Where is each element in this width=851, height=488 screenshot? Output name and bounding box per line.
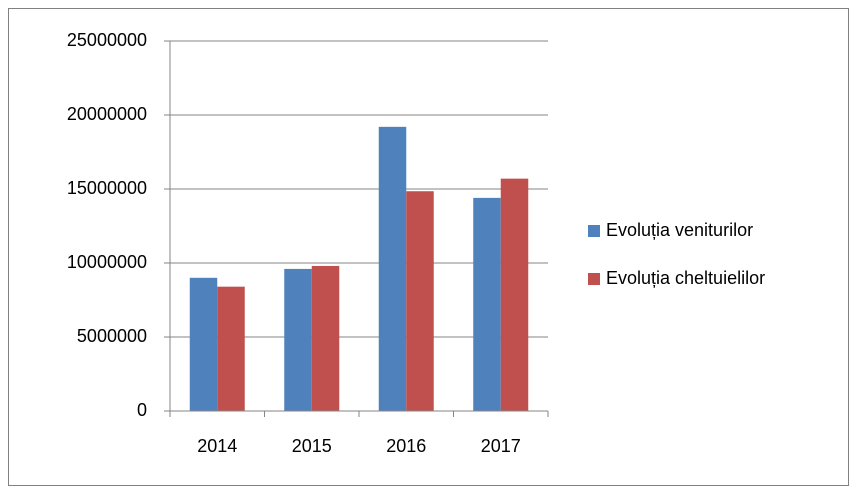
bar: [284, 268, 312, 411]
x-tick-label: 2015: [292, 436, 332, 456]
y-tick-label: 0: [137, 400, 147, 420]
y-tick-label: 20000000: [67, 104, 147, 124]
bar: [217, 286, 245, 411]
bar: [311, 265, 340, 411]
legend-label: Evoluția cheltuielilor: [606, 268, 765, 288]
x-tick-label: 2014: [197, 436, 237, 456]
x-tick-label: 2017: [481, 436, 521, 456]
legend-swatch: [588, 225, 600, 237]
y-tick-label: 5000000: [77, 326, 147, 346]
legend-swatch: [588, 273, 600, 285]
bar: [378, 126, 407, 411]
bar: [406, 191, 434, 411]
y-tick-label: 25000000: [67, 30, 147, 50]
bar: [473, 197, 501, 411]
bar: [500, 178, 529, 411]
legend-label: Evoluția veniturilor: [606, 220, 753, 240]
x-tick-label: 2016: [386, 436, 426, 456]
y-tick-label: 10000000: [67, 252, 147, 272]
bar: [189, 277, 218, 411]
y-tick-label: 15000000: [67, 178, 147, 198]
